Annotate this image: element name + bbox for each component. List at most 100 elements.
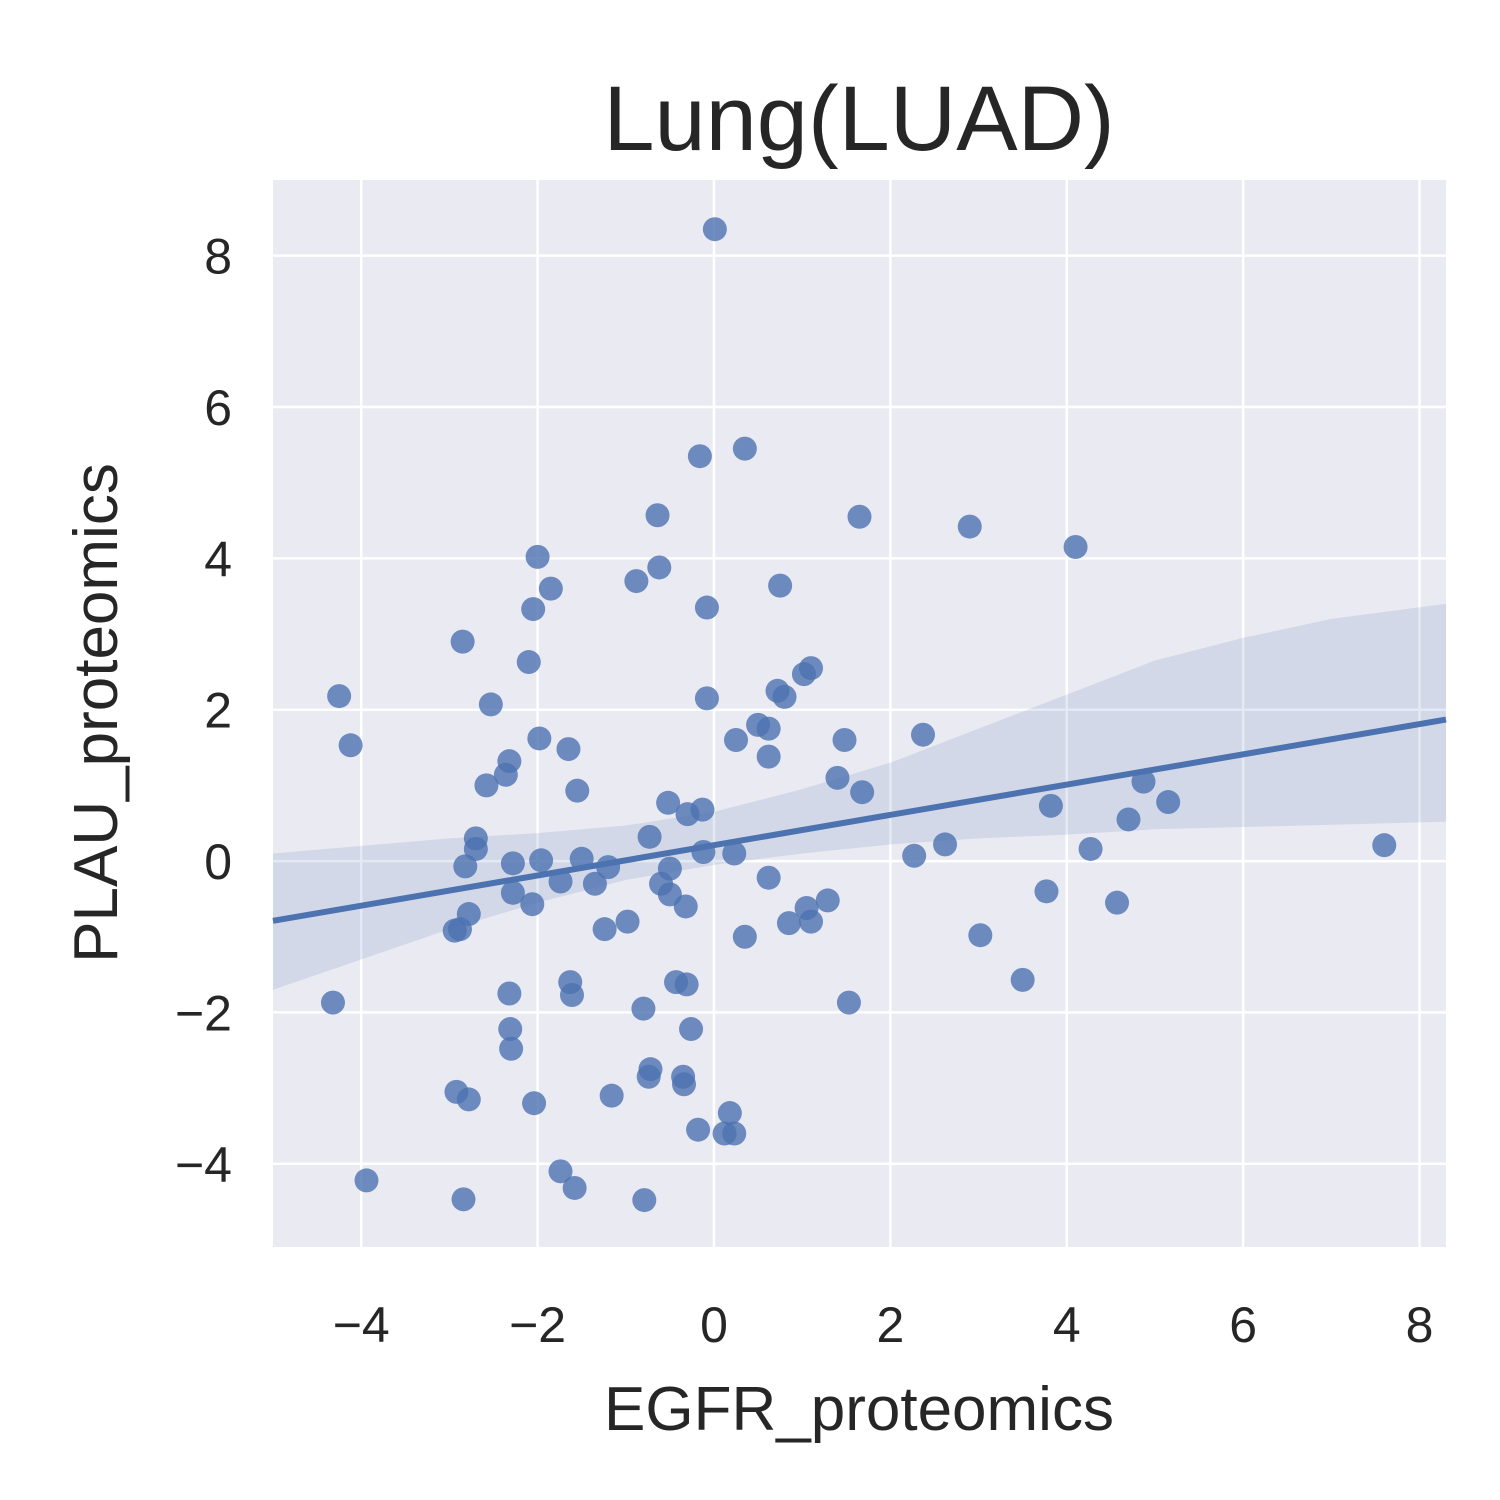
y-tick-label: 0: [204, 834, 232, 890]
x-axis-ticks: −4 −2 0 2 4 6 8: [333, 1297, 1434, 1353]
data-point: [933, 832, 958, 857]
data-point: [756, 716, 781, 741]
data-point: [732, 436, 757, 461]
data-point: [687, 444, 712, 469]
gridlines: [273, 180, 1446, 1247]
data-point: [354, 1168, 379, 1193]
y-tick-label: 2: [204, 683, 232, 739]
x-tick-label: 2: [876, 1297, 904, 1353]
data-point: [1105, 890, 1130, 915]
data-point: [724, 727, 749, 752]
data-point: [565, 778, 590, 803]
data-point: [722, 841, 747, 866]
data-point: [911, 722, 936, 747]
data-point: [637, 824, 662, 849]
data-point: [516, 650, 541, 675]
data-point: [675, 802, 700, 827]
data-point: [529, 848, 554, 873]
data-point: [768, 573, 793, 598]
data-point: [656, 790, 681, 815]
data-point: [694, 595, 719, 620]
data-point: [615, 909, 640, 934]
data-point: [679, 1017, 704, 1042]
data-point: [493, 762, 518, 787]
y-tick-label: 6: [204, 380, 232, 436]
data-point: [1063, 535, 1088, 560]
data-point: [1038, 793, 1063, 818]
x-tick-label: −2: [509, 1297, 566, 1353]
x-tick-label: 8: [1406, 1297, 1434, 1353]
data-point: [968, 923, 993, 948]
data-point: [1034, 879, 1059, 904]
data-point: [686, 1117, 711, 1142]
data-point: [902, 843, 927, 868]
data-point: [647, 555, 672, 580]
data-point: [850, 780, 875, 805]
x-tick-label: 4: [1053, 1297, 1081, 1353]
data-point: [538, 576, 563, 601]
data-point: [1010, 967, 1035, 992]
data-point: [1078, 836, 1103, 861]
data-point: [520, 892, 545, 917]
data-point: [756, 744, 781, 769]
data-point: [798, 909, 823, 934]
data-point: [442, 918, 467, 943]
data-point: [456, 1087, 481, 1112]
data-point: [756, 865, 781, 890]
data-point: [500, 851, 525, 876]
x-axis-label: EGFR_proteomics: [604, 1375, 1114, 1444]
data-point: [772, 684, 797, 709]
regression-fit-line: [272, 716, 1447, 924]
data-point: [525, 544, 550, 569]
data-point: [599, 1083, 624, 1108]
data-point: [825, 765, 850, 790]
x-tick-label: 0: [700, 1297, 728, 1353]
data-point: [847, 504, 872, 529]
data-point: [732, 924, 757, 949]
y-tick-label: −4: [175, 1137, 232, 1193]
data-point: [836, 990, 861, 1015]
data-point: [722, 1121, 747, 1146]
data-point: [957, 514, 982, 539]
y-tick-label: 4: [204, 531, 232, 587]
data-point: [631, 996, 656, 1021]
data-point: [717, 1101, 742, 1126]
data-point: [556, 737, 581, 762]
data-point: [478, 692, 503, 717]
data-point: [694, 686, 719, 711]
data-point: [832, 727, 857, 752]
data-point: [815, 888, 840, 913]
x-tick-label: −4: [333, 1297, 390, 1353]
data-point: [474, 773, 499, 798]
data-point: [776, 911, 801, 936]
data-point: [450, 629, 475, 654]
data-point: [636, 1064, 661, 1089]
data-point: [673, 894, 698, 919]
data-point: [592, 917, 617, 942]
data-point: [559, 983, 584, 1008]
data-point: [1156, 790, 1181, 815]
data-point: [674, 972, 699, 997]
data-point: [527, 726, 552, 751]
data-point: [582, 871, 607, 896]
data-point: [632, 1188, 657, 1213]
data-point: [671, 1072, 696, 1097]
data-point: [497, 981, 522, 1006]
data-point: [500, 880, 525, 905]
data-point: [624, 569, 649, 594]
x-tick-label: 6: [1229, 1297, 1257, 1353]
data-point: [562, 1175, 587, 1200]
data-point: [548, 1159, 573, 1184]
data-point: [499, 1036, 524, 1061]
data-point: [522, 1091, 547, 1116]
plot-area: [273, 180, 1446, 1247]
data-point: [521, 597, 546, 622]
data-point: [451, 1187, 476, 1212]
data-point: [498, 1017, 523, 1042]
data-point: [1372, 833, 1397, 858]
data-point: [1131, 769, 1156, 794]
data-point: [338, 733, 363, 758]
regression-line: [272, 716, 1447, 924]
data-point: [645, 503, 670, 528]
